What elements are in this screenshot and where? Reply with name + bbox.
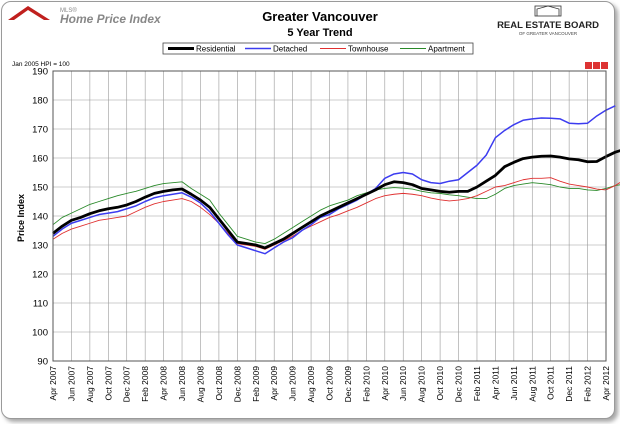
x-tick-label: Aug 2008 [195, 366, 205, 403]
x-tick-label: Aug 2010 [417, 366, 427, 403]
legend-item-townhouse: Townhouse [320, 45, 389, 54]
board-name-line2: OF GREATER VANCOUVER [519, 31, 578, 36]
y-tick-label: 170 [32, 125, 48, 136]
y-tick-label: 160 [32, 154, 48, 165]
x-tick-label: Apr 2011 [490, 366, 500, 400]
chart-icon[interactable] [601, 62, 608, 69]
house-roof-icon [8, 6, 50, 20]
x-tick-label: Dec 2009 [343, 366, 353, 403]
y-tick-label: 150 [32, 183, 48, 194]
y-tick-label: 130 [32, 241, 48, 252]
series-lines [52, 105, 620, 255]
legend-item-apartment: Apartment [400, 45, 466, 54]
x-tick-label: Dec 2007 [122, 366, 132, 403]
y-axis-label: Price Index [16, 194, 26, 242]
x-tick-label: Apr 2008 [159, 366, 169, 401]
x-tick-label: Oct 2010 [435, 366, 445, 401]
y-axis-ticks: 90 100 110 120 130 140 150 160 170 180 190 [32, 67, 48, 368]
excel-icon[interactable] [593, 62, 600, 69]
pdf-icon[interactable] [585, 62, 592, 69]
x-tick-label: Dec 2011 [564, 366, 574, 402]
x-tick-label: Jun 2010 [398, 366, 408, 401]
x-tick-label: Feb 2011 [472, 366, 482, 402]
y-tick-label: 90 [37, 357, 48, 368]
y-tick-label: 180 [32, 96, 48, 107]
export-icons[interactable] [585, 62, 608, 69]
logo-small-text: MLS® [60, 7, 77, 14]
x-tick-label: Dec 2010 [454, 366, 464, 403]
legend-label-townhouse: Townhouse [348, 45, 389, 54]
x-tick-label: Oct 2007 [103, 366, 113, 401]
chart-subtitle: 5 Year Trend [287, 27, 352, 39]
board-name-line1: REAL ESTATE BOARD [497, 20, 599, 31]
x-tick-label: Feb 2009 [251, 366, 261, 402]
plot-area-border [52, 70, 607, 362]
x-tick-label: Feb 2008 [140, 366, 150, 402]
legend-label-detached: Detached [273, 45, 307, 54]
x-tick-label: Jun 2011 [509, 366, 519, 401]
y-tick-label: 140 [32, 212, 48, 223]
mls-hpi-logo: MLS® Home Price Index [8, 6, 162, 26]
x-tick-label: Oct 2008 [214, 366, 224, 401]
logo-main-text: Home Price Index [60, 12, 162, 26]
y-tick-label: 120 [32, 270, 48, 281]
x-tick-label: Feb 2010 [361, 366, 371, 402]
x-tick-label: Aug 2009 [306, 366, 316, 403]
y-tick-label: 190 [32, 67, 48, 78]
x-tick-label: Jun 2007 [66, 366, 76, 401]
gridlines [52, 70, 607, 362]
x-tick-label: Oct 2011 [546, 366, 556, 400]
x-tick-label: Apr 2007 [48, 366, 58, 401]
x-tick-label: Jun 2008 [177, 366, 187, 401]
legend-label-apartment: Apartment [428, 45, 466, 54]
x-tick-label: Jun 2009 [288, 366, 298, 401]
legend-item-residential: Residential [168, 45, 236, 54]
index-base-note: Jan 2005 HPI = 100 [12, 61, 70, 68]
series-line-detached [52, 105, 616, 255]
x-tick-label: Feb 2012 [583, 366, 593, 402]
series-line-residential [52, 149, 620, 250]
x-tick-label: Aug 2007 [85, 366, 95, 403]
series-line-townhouse [52, 177, 620, 250]
x-tick-label: Apr 2009 [269, 366, 279, 401]
x-tick-label: Apr 2012 [601, 366, 611, 401]
x-tick-label: Oct 2009 [325, 366, 335, 401]
x-tick-label: Dec 2008 [232, 366, 242, 403]
x-tick-label: Aug 2011 [527, 366, 537, 402]
y-tick-label: 100 [32, 328, 48, 339]
real-estate-board-logo: REAL ESTATE BOARD OF GREATER VANCOUVER [497, 5, 599, 36]
chart-title: Greater Vancouver [262, 9, 378, 24]
legend: Residential Detached Townhouse Apartment [162, 42, 474, 55]
legend-label-residential: Residential [196, 45, 236, 54]
legend-item-detached: Detached [245, 45, 307, 54]
series-line-apartment [52, 181, 620, 245]
x-tick-label: Apr 2010 [380, 366, 390, 401]
y-tick-label: 110 [33, 299, 48, 310]
x-axis-ticks: Apr 2007 Jun 2007 Aug 2007 Oct 2007 Dec 2007… [48, 366, 611, 403]
